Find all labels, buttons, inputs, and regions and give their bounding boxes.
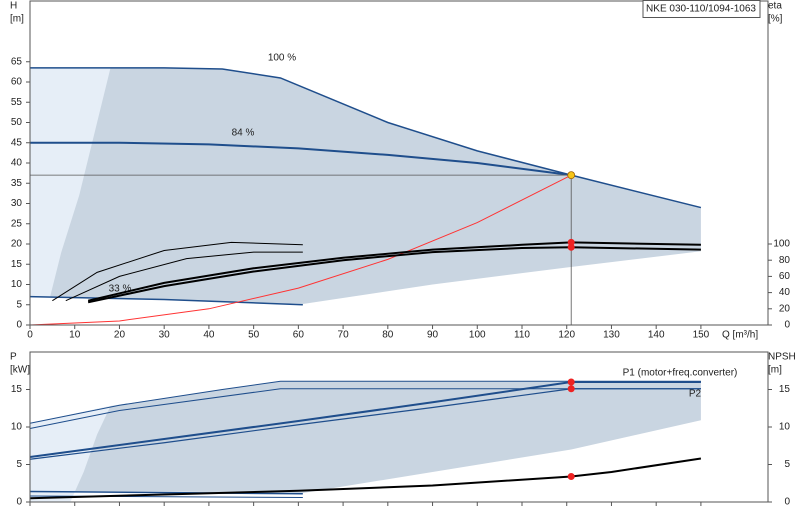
curve: [29, 490, 303, 495]
curve: [29, 457, 702, 500]
x-tick-label: 60: [293, 330, 305, 341]
x-tick-label: 10: [69, 330, 81, 341]
curve: [52, 241, 303, 302]
x-tick-label: 20: [114, 330, 126, 341]
y-tick-label: 15: [11, 384, 23, 395]
y-tick-label: 25: [11, 218, 23, 229]
curve-label: 100 %: [268, 53, 296, 64]
y-tick-label: 5: [16, 299, 22, 310]
curve: [65, 251, 303, 302]
curve: [29, 174, 572, 326]
y2-axis-label: [%]: [768, 14, 783, 25]
curve: [29, 388, 701, 460]
y-axis-label: H: [10, 1, 17, 12]
chart-title: NKE 030-110/1094-1063: [646, 4, 756, 15]
y2-tick-label: 10: [779, 422, 791, 433]
y2-axis-label: [m]: [768, 365, 782, 376]
y2-tick-label: 60: [779, 271, 791, 282]
x-tick-label: 130: [603, 330, 620, 341]
curve: [30, 141, 572, 177]
y2-tick-label: 5: [784, 459, 790, 470]
x-tick-label: 150: [693, 330, 710, 341]
x-tick-label: 110: [514, 330, 530, 341]
y2-tick-label: 40: [779, 287, 791, 298]
x-tick-label: 140: [648, 330, 665, 341]
x-tick-label: 70: [338, 330, 350, 341]
operating-point: [567, 378, 575, 386]
curve: [29, 388, 701, 429]
operating-point: [567, 238, 575, 246]
x-tick-label: 120: [558, 330, 575, 341]
y-tick-label: 30: [11, 198, 23, 209]
y-axis-label: [kW]: [10, 365, 30, 376]
y2-tick-label: 0: [784, 497, 790, 508]
y-tick-label: 5: [16, 459, 22, 470]
y-tick-label: 0: [16, 497, 22, 508]
x-tick-label: 40: [203, 330, 215, 341]
x-tick-label: 30: [159, 330, 171, 341]
curve: [87, 241, 701, 302]
x-tick-label: 90: [427, 330, 439, 341]
operating-point: [567, 385, 575, 393]
x-tick-label: 100: [469, 330, 486, 341]
x-tick-label: 0: [27, 330, 33, 341]
y2-tick-label: 100: [773, 239, 790, 250]
range-area: [30, 67, 111, 297]
curve: [87, 246, 701, 304]
curve-label: P2: [689, 389, 702, 400]
y-tick-label: 10: [11, 279, 23, 290]
y-tick-label: 35: [11, 178, 23, 189]
operating-point: [567, 243, 575, 251]
y-tick-label: 0: [16, 320, 22, 331]
curve-label: P1 (motor+freq.converter): [623, 368, 738, 379]
y2-tick-label: 15: [779, 384, 791, 395]
y-tick-label: 10: [11, 422, 23, 433]
operating-point: [567, 171, 576, 180]
y2-tick-label: 0: [784, 320, 790, 331]
y-tick-label: 45: [11, 137, 23, 148]
curve: [29, 295, 303, 306]
x-tick-label: 80: [382, 330, 394, 341]
title-box: [642, 0, 761, 18]
curve: [30, 67, 702, 209]
y2-tick-label: 80: [779, 255, 791, 266]
x-tick-label: 50: [248, 330, 260, 341]
y-axis-label: P: [10, 352, 17, 363]
curve-label: 84 %: [232, 128, 255, 139]
y-tick-label: 65: [11, 56, 23, 67]
y-axis-label: [m]: [10, 14, 24, 25]
range-area: [30, 381, 701, 493]
y-tick-label: 20: [11, 239, 23, 250]
y2-axis-label: eta: [768, 1, 782, 12]
curve: [29, 380, 701, 424]
operating-point: [567, 473, 575, 480]
x-axis-label: Q [m³/h]: [722, 330, 758, 341]
y-tick-label: 40: [11, 158, 23, 169]
curve: [29, 381, 701, 458]
y-tick-label: 60: [11, 77, 23, 88]
y2-tick-label: 20: [779, 303, 791, 314]
y-tick-label: 15: [11, 259, 23, 270]
range-area: [30, 67, 701, 304]
y-tick-label: 50: [11, 117, 23, 128]
y2-axis-label: NPSH: [768, 352, 796, 363]
y-tick-label: 55: [11, 97, 23, 108]
curve-label: 33 %: [109, 284, 132, 295]
